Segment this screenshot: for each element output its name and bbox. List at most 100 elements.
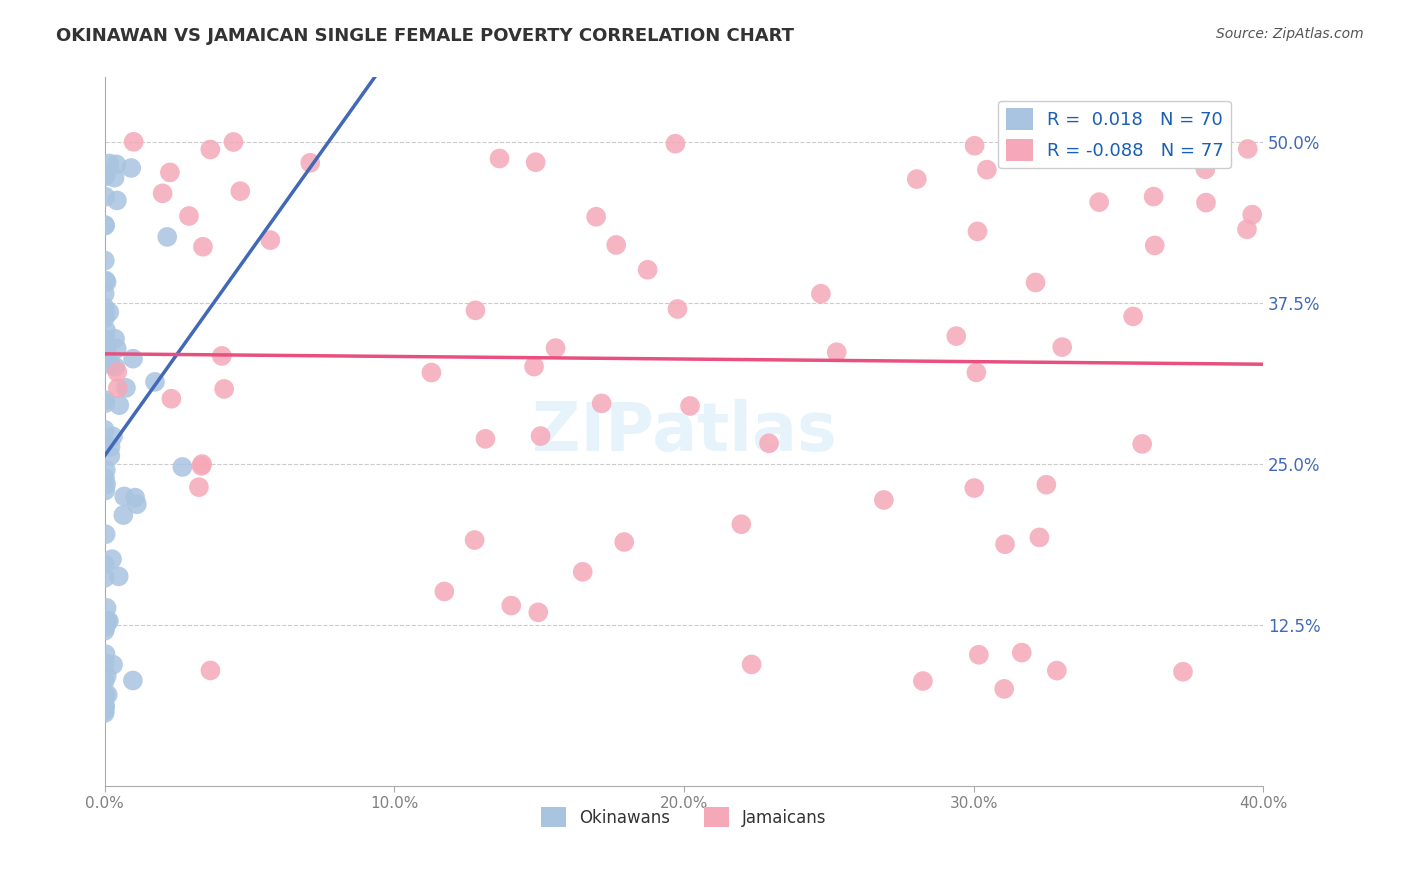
Point bbox=[211, 349, 233, 363]
Point bbox=[527, 605, 550, 619]
Point bbox=[122, 351, 145, 366]
Point bbox=[488, 152, 510, 166]
Point bbox=[98, 305, 121, 319]
Point bbox=[905, 172, 928, 186]
Point bbox=[94, 218, 117, 232]
Point bbox=[967, 648, 990, 662]
Point bbox=[94, 463, 117, 477]
Point bbox=[103, 170, 125, 185]
Point bbox=[160, 392, 183, 406]
Point bbox=[93, 440, 115, 454]
Point bbox=[94, 311, 117, 326]
Point bbox=[1122, 310, 1144, 324]
Point bbox=[585, 210, 607, 224]
Point bbox=[1046, 664, 1069, 678]
Point bbox=[120, 161, 142, 175]
Point bbox=[94, 647, 117, 661]
Point bbox=[433, 584, 456, 599]
Point bbox=[93, 286, 115, 301]
Point bbox=[200, 664, 222, 678]
Point bbox=[222, 135, 245, 149]
Point bbox=[259, 233, 281, 247]
Point bbox=[107, 569, 129, 583]
Point bbox=[159, 165, 181, 179]
Point bbox=[107, 381, 129, 395]
Point bbox=[94, 558, 117, 572]
Point bbox=[464, 303, 486, 318]
Point bbox=[1008, 149, 1031, 163]
Point bbox=[98, 156, 121, 170]
Point bbox=[97, 614, 120, 628]
Point bbox=[190, 458, 212, 473]
Point bbox=[591, 396, 613, 410]
Point bbox=[420, 366, 443, 380]
Point bbox=[105, 342, 128, 356]
Point bbox=[93, 699, 115, 714]
Point bbox=[125, 497, 148, 511]
Point bbox=[637, 262, 659, 277]
Point bbox=[664, 136, 686, 151]
Point bbox=[94, 190, 117, 204]
Point bbox=[105, 365, 128, 379]
Point bbox=[1195, 195, 1218, 210]
Point bbox=[93, 674, 115, 689]
Point bbox=[94, 571, 117, 585]
Point bbox=[1142, 189, 1164, 203]
Point bbox=[1171, 665, 1194, 679]
Point bbox=[1241, 208, 1264, 222]
Point bbox=[104, 332, 127, 346]
Point bbox=[571, 565, 593, 579]
Point bbox=[666, 301, 689, 316]
Point bbox=[94, 274, 117, 288]
Point bbox=[1191, 152, 1213, 166]
Point bbox=[93, 624, 115, 638]
Point bbox=[93, 300, 115, 314]
Point bbox=[229, 184, 252, 198]
Point bbox=[758, 436, 780, 450]
Point bbox=[191, 240, 214, 254]
Point bbox=[124, 491, 146, 505]
Point bbox=[94, 688, 117, 702]
Point bbox=[100, 358, 122, 372]
Point bbox=[96, 669, 118, 683]
Point bbox=[873, 492, 896, 507]
Point bbox=[994, 537, 1017, 551]
Point bbox=[529, 429, 551, 443]
Point bbox=[993, 681, 1015, 696]
Point bbox=[93, 169, 115, 184]
Point bbox=[966, 224, 988, 238]
Point bbox=[1050, 340, 1073, 354]
Point bbox=[1194, 162, 1216, 177]
Point bbox=[464, 533, 486, 547]
Point bbox=[187, 480, 209, 494]
Point bbox=[93, 706, 115, 720]
Point bbox=[299, 155, 322, 169]
Point bbox=[104, 359, 127, 374]
Point bbox=[93, 423, 115, 437]
Point bbox=[152, 186, 174, 201]
Point bbox=[1025, 276, 1047, 290]
Text: Source: ZipAtlas.com: Source: ZipAtlas.com bbox=[1216, 27, 1364, 41]
Point bbox=[523, 359, 546, 374]
Point bbox=[524, 155, 547, 169]
Point bbox=[101, 657, 124, 672]
Point bbox=[730, 517, 752, 532]
Point bbox=[1143, 238, 1166, 252]
Point bbox=[945, 329, 967, 343]
Point bbox=[94, 699, 117, 714]
Point bbox=[94, 219, 117, 233]
Point bbox=[156, 230, 179, 244]
Point bbox=[1088, 195, 1111, 210]
Point bbox=[100, 440, 122, 454]
Point bbox=[613, 535, 636, 549]
Point bbox=[97, 688, 120, 702]
Point bbox=[101, 429, 124, 443]
Point bbox=[122, 135, 145, 149]
Point bbox=[112, 490, 135, 504]
Point bbox=[96, 601, 118, 615]
Point bbox=[93, 704, 115, 718]
Point bbox=[501, 599, 523, 613]
Point bbox=[105, 194, 128, 208]
Point bbox=[98, 449, 121, 463]
Point bbox=[1011, 646, 1033, 660]
